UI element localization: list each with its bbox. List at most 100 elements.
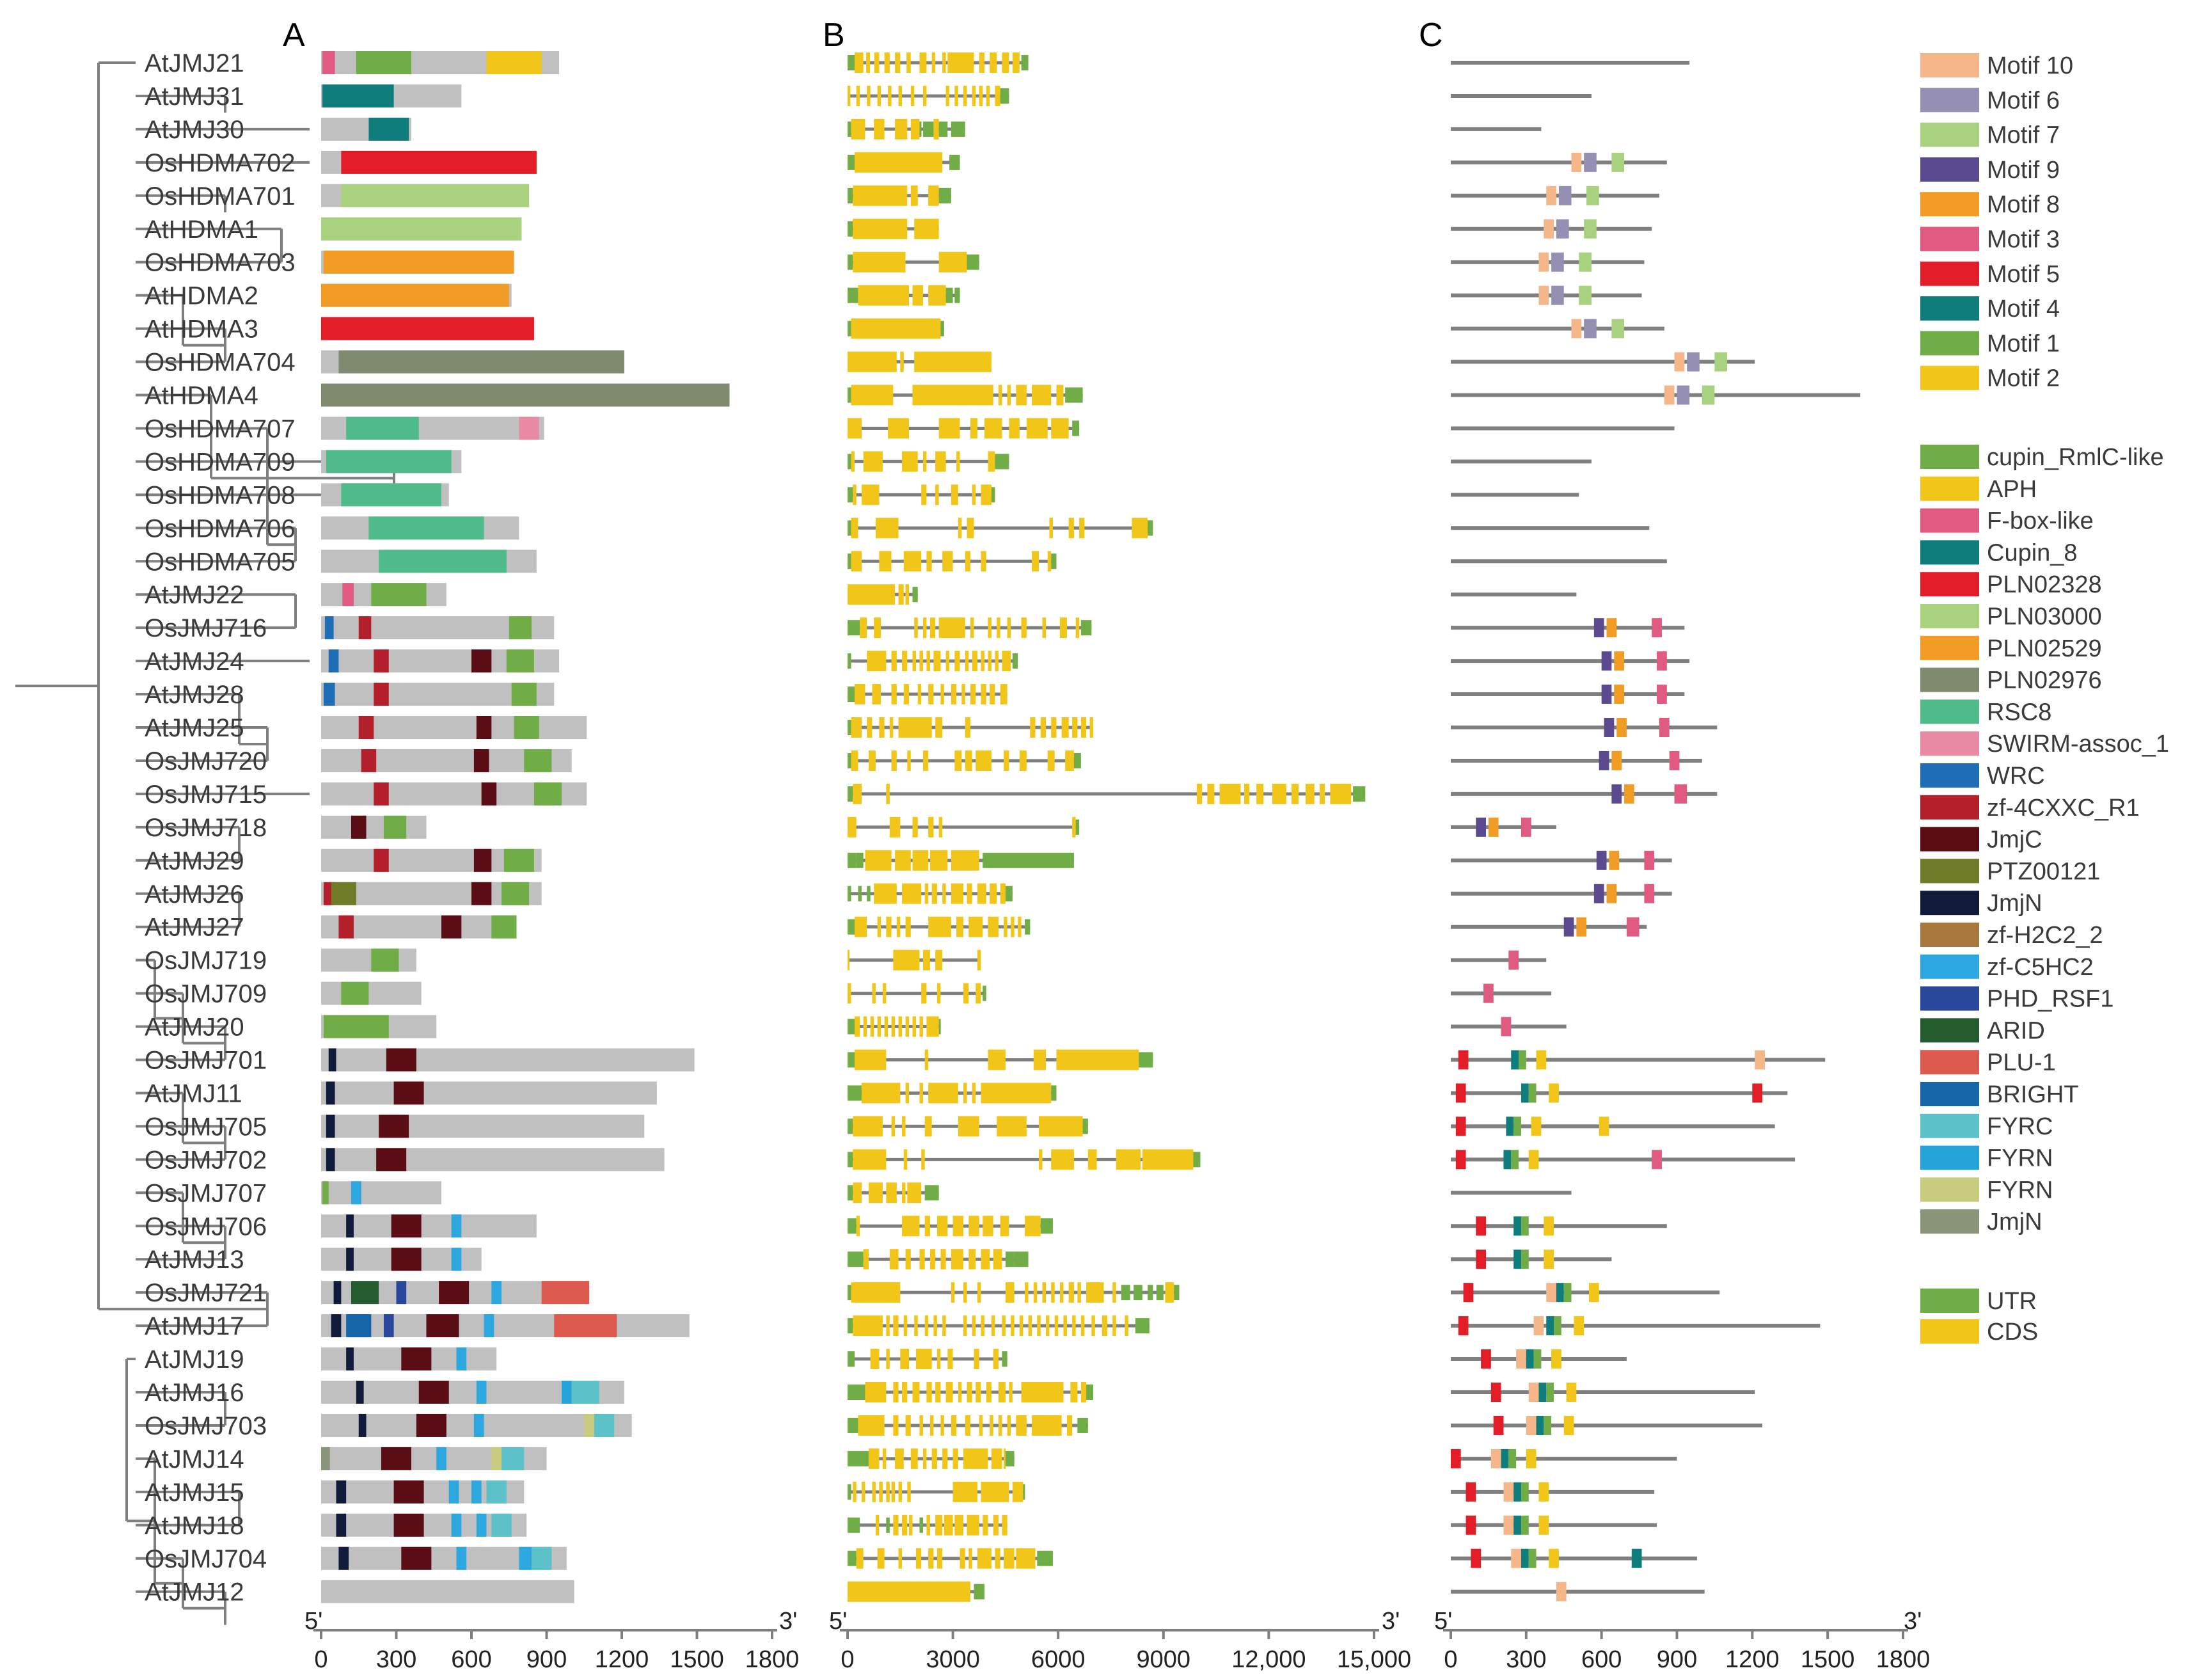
gene-name: AtJMJ24 (145, 647, 244, 676)
cds-box (968, 916, 983, 937)
cds-box (874, 52, 880, 73)
cds-box (888, 85, 892, 106)
cds-box (942, 1448, 948, 1469)
cds-box (961, 684, 965, 705)
utr-box (848, 720, 851, 735)
domain-box (396, 1281, 407, 1305)
cds-box (926, 1016, 939, 1037)
cds-box (1272, 783, 1286, 804)
cds-box (1032, 551, 1039, 572)
cds-box (872, 684, 881, 705)
cds-box (967, 883, 972, 904)
cds-box (903, 1149, 908, 1170)
domain-box (506, 649, 534, 673)
panel-b-x-axis: 5' 3' 0 3000 6000 9000 12,000 15,000 (829, 1608, 1411, 1673)
utr-box (848, 885, 851, 901)
cds-box (965, 1415, 971, 1436)
utr-box (1082, 1118, 1088, 1134)
utr-box (848, 1152, 853, 1168)
cds-box (1019, 750, 1027, 771)
cds-box (942, 1315, 946, 1337)
utr-box (938, 121, 948, 137)
gene-name: OsJMJ721 (145, 1279, 267, 1307)
domain-box (441, 915, 462, 939)
utr-box (848, 1484, 851, 1500)
cds-box (907, 1182, 922, 1203)
cds-box (940, 684, 944, 705)
utr-box (1080, 620, 1092, 636)
utr-box (1156, 1285, 1164, 1301)
utr-box (1014, 1251, 1029, 1267)
cds-box (988, 1049, 1006, 1070)
cds-box (1028, 1315, 1032, 1337)
cds-box (1016, 1415, 1027, 1436)
utr-box (1353, 786, 1366, 802)
cds-box (954, 750, 962, 771)
legend-domain-label: BRIGHT (1987, 1081, 2079, 1108)
legend-domain-swatch (1920, 572, 1979, 597)
cds-box (979, 1415, 983, 1436)
motif-box (1563, 1415, 1574, 1435)
cds-box (1002, 52, 1009, 73)
motif-box (1556, 1582, 1567, 1601)
cds-box (1080, 1315, 1085, 1337)
cds-box (1080, 1382, 1087, 1402)
cds-box (936, 1548, 943, 1569)
cds-box (898, 85, 903, 106)
domain-box (436, 1447, 446, 1470)
motif-box (1501, 1017, 1512, 1036)
cds-box (1072, 816, 1076, 838)
utr-box (1000, 88, 1009, 104)
utr-box (919, 121, 922, 137)
cds-box (910, 1448, 918, 1469)
motif-box (1571, 152, 1582, 172)
gene-name: OsJMJ703 (145, 1412, 267, 1440)
cds-box (1004, 916, 1007, 937)
utr-box (848, 1118, 853, 1134)
domain-box (358, 716, 374, 739)
legend-motif-label: Motif 9 (1987, 157, 2060, 184)
cds-box (851, 717, 862, 738)
cds-box (912, 1016, 916, 1037)
cds-box (891, 684, 897, 705)
domain-box (393, 1081, 424, 1105)
gene-name: AtHDMA2 (145, 282, 258, 310)
legend-domain-label: zf-4CXXC_R1 (1987, 795, 2140, 822)
cds-box (867, 85, 871, 106)
legend-motif-label: Motif 2 (1987, 365, 2060, 392)
cds-box (1040, 717, 1046, 738)
cds-box (998, 385, 1002, 406)
motif-box (1674, 784, 1687, 804)
axis-tick-label: 1500 (1801, 1646, 1855, 1673)
cds-box (956, 451, 960, 472)
cds-box (882, 1448, 887, 1469)
utr-box (938, 187, 951, 203)
motif-box (1521, 1548, 1529, 1568)
motif-box (1544, 219, 1554, 239)
axis-tick-label: 0 (1444, 1646, 1457, 1673)
cds-box (1032, 385, 1052, 406)
legend-domain-label: PLN02976 (1987, 667, 2102, 694)
gene-name: OsJMJ704 (145, 1545, 267, 1573)
legend-motif-label: Motif 5 (1987, 261, 2060, 288)
gene-name: OsJMJ715 (145, 781, 267, 809)
gene-name: AtJMJ13 (145, 1246, 244, 1274)
utr-box (1005, 885, 1013, 901)
cds-box (921, 983, 927, 1004)
motif-box (1513, 1515, 1521, 1535)
cds-box (891, 1016, 896, 1037)
cds-box (972, 1315, 976, 1337)
cds-box (922, 949, 930, 971)
cds-box (902, 1514, 908, 1536)
cds-box (958, 1382, 962, 1402)
domain-box (471, 882, 492, 905)
domain-box (351, 1181, 361, 1205)
domain-box (324, 616, 334, 640)
cds-box (991, 1315, 995, 1337)
utr-box (983, 985, 986, 1001)
domain-box (519, 1546, 532, 1570)
utr-box (867, 885, 871, 901)
utr-box (848, 254, 853, 270)
motif-box (1511, 1050, 1519, 1070)
cds-box (1051, 1282, 1055, 1303)
